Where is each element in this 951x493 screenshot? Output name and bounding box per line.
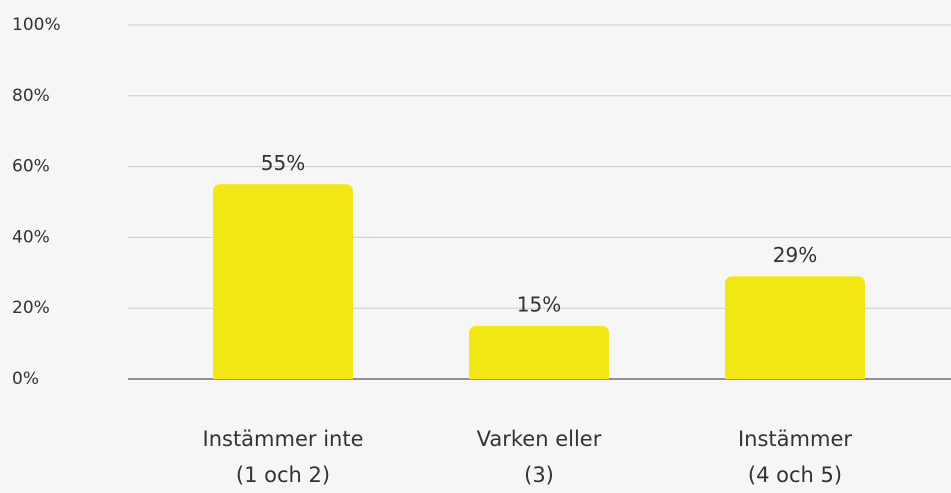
value-label: 55% bbox=[261, 151, 305, 175]
value-label: 15% bbox=[517, 292, 561, 316]
bar bbox=[725, 276, 865, 379]
bar bbox=[213, 184, 353, 379]
y-tick-label: 20% bbox=[12, 298, 50, 318]
y-tick-label: 40% bbox=[12, 227, 50, 247]
x-tick-label: Instämmer bbox=[738, 427, 852, 451]
y-tick-label: 80% bbox=[12, 86, 50, 106]
x-tick-label: (4 och 5) bbox=[748, 463, 842, 487]
x-tick-label: (1 och 2) bbox=[236, 463, 330, 487]
x-tick-label: (3) bbox=[524, 463, 554, 487]
x-tick-label: Varken eller bbox=[477, 427, 602, 451]
bar bbox=[469, 325, 609, 379]
y-tick-label: 0% bbox=[12, 369, 39, 389]
value-label: 29% bbox=[773, 243, 817, 267]
y-tick-label: 60% bbox=[12, 157, 50, 177]
y-tick-label: 100% bbox=[12, 15, 61, 35]
x-tick-label: Instämmer inte bbox=[203, 427, 364, 451]
